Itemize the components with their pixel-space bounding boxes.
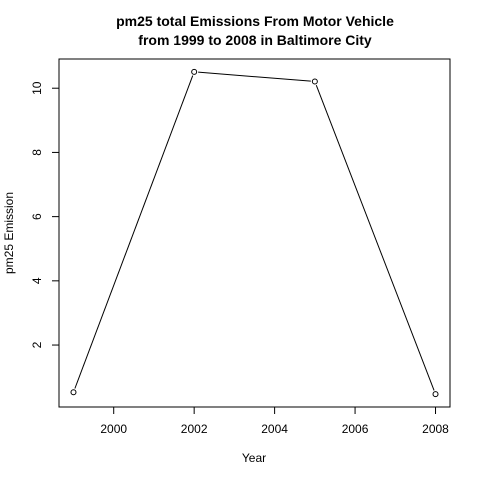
chart-title-line-2: from 1999 to 2008 in Baltimore City	[138, 32, 372, 48]
x-tick-label: 2008	[422, 422, 449, 436]
y-axis-label: pm25 Emission	[2, 192, 16, 274]
x-tick-label: 2006	[342, 422, 369, 436]
y-tick-label: 6	[30, 213, 44, 220]
series-line-segment	[198, 71, 311, 82]
y-tick-label: 2	[30, 341, 44, 348]
series-layer	[70, 68, 439, 398]
y-tick-label: 4	[30, 277, 44, 284]
plot-frame	[58, 58, 451, 408]
data-point	[70, 389, 77, 396]
y-axis: 2 4 6 8 10	[30, 81, 60, 348]
y-tick-label: 8	[30, 149, 44, 156]
x-axis: 2000 2002 2004 2006 2008	[100, 406, 449, 436]
data-point	[432, 391, 439, 398]
x-tick-label: 2000	[100, 422, 127, 436]
series-line-segment	[74, 75, 194, 389]
x-tick-label: 2002	[181, 422, 208, 436]
data-point	[311, 78, 318, 85]
series-line-segment	[315, 85, 435, 391]
y-tick-label: 10	[30, 81, 44, 95]
chart-title-line-1: pm25 total Emissions From Motor Vehicle	[116, 13, 394, 29]
x-axis-label: Year	[242, 451, 266, 465]
x-tick-label: 2004	[261, 422, 288, 436]
data-point	[191, 68, 198, 75]
